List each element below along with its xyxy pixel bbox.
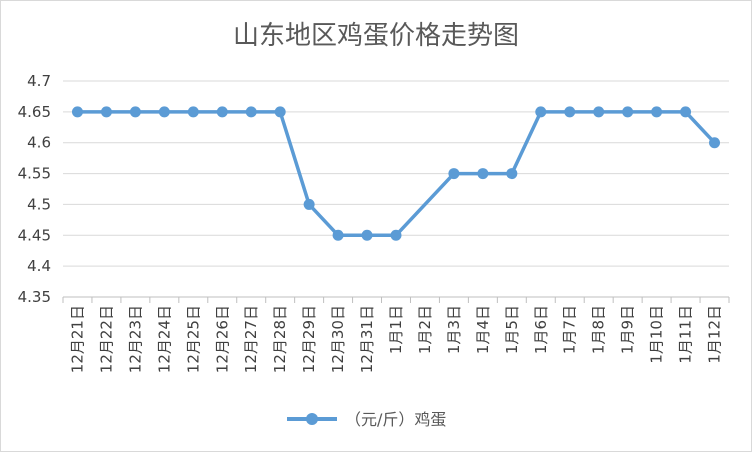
x-tick-label: 1月7日 <box>561 305 579 354</box>
data-point <box>303 198 315 210</box>
series-egg-price <box>71 106 721 241</box>
data-point <box>274 106 286 118</box>
x-tick-label: 1月10日 <box>648 305 666 364</box>
data-point <box>448 168 460 180</box>
data-point <box>709 137 721 149</box>
x-tick-label: 1月2日 <box>416 305 434 354</box>
data-point <box>622 106 634 118</box>
x-tick-label: 12月21日 <box>68 305 86 373</box>
data-point <box>129 106 141 118</box>
chart-title: 山东地区鸡蛋价格走势图 <box>233 21 519 51</box>
data-point <box>71 106 83 118</box>
x-tick-label: 1月9日 <box>619 305 637 354</box>
legend-entry-egg: （元/斤）鸡蛋 <box>345 410 446 429</box>
y-tick-label: 4.65 <box>18 103 51 121</box>
x-tick-label: 1月1日 <box>387 305 405 354</box>
y-tick-label: 4.45 <box>18 226 51 244</box>
series-line <box>77 110 716 238</box>
legend: （元/斤）鸡蛋 <box>287 410 446 429</box>
x-tick-label: 12月23日 <box>126 305 144 373</box>
data-point <box>680 106 692 118</box>
y-tick-label: 4.35 <box>18 288 51 306</box>
x-tick-label: 12月27日 <box>242 305 260 373</box>
data-point <box>390 229 402 241</box>
x-tick-label: 12月24日 <box>155 305 173 373</box>
x-tick-label: 1月3日 <box>445 305 463 354</box>
data-point <box>187 106 199 118</box>
y-tick-label: 4.7 <box>27 72 51 90</box>
x-tick-label: 12月22日 <box>97 305 115 373</box>
x-tick-label: 12月25日 <box>184 305 202 373</box>
data-point <box>332 229 344 241</box>
x-tick-label: 1月4日 <box>474 305 492 354</box>
x-tick-label: 12月28日 <box>271 305 289 373</box>
x-tick-label: 12月29日 <box>300 305 318 373</box>
x-tick-label: 12月26日 <box>213 305 231 373</box>
data-point <box>245 106 257 118</box>
x-tick-label: 1月6日 <box>532 305 550 354</box>
data-point <box>593 106 605 118</box>
x-tick-label: 12月30日 <box>329 305 347 373</box>
data-point <box>216 106 228 118</box>
x-tick-label: 1月12日 <box>706 305 724 364</box>
y-tick-label: 4.4 <box>27 257 51 275</box>
x-tick-label: 1月11日 <box>677 305 695 364</box>
x-axis-labels: 12月21日 12月22日 12月23日 12月24日 12月25日 12月26日 12月2… <box>68 305 723 373</box>
data-point <box>535 106 547 118</box>
data-point <box>158 106 170 118</box>
x-axis <box>62 296 730 303</box>
y-axis-labels: 4.35 4.4 4.45 4.5 4.55 4.6 4.65 4.7 <box>18 72 51 306</box>
x-tick-label: 1月5日 <box>503 305 521 354</box>
y-tick-label: 4.55 <box>18 165 51 183</box>
legend-marker-swatch <box>306 413 318 425</box>
y-tick-label: 4.5 <box>27 195 51 213</box>
data-point <box>361 229 373 241</box>
x-tick-label: 12月31日 <box>358 305 376 373</box>
data-point <box>100 106 112 118</box>
data-point <box>477 168 489 180</box>
data-point <box>651 106 663 118</box>
y-tick-label: 4.6 <box>27 134 51 152</box>
data-point <box>506 168 518 180</box>
data-point <box>564 106 576 118</box>
x-tick-label: 1月8日 <box>590 305 608 354</box>
